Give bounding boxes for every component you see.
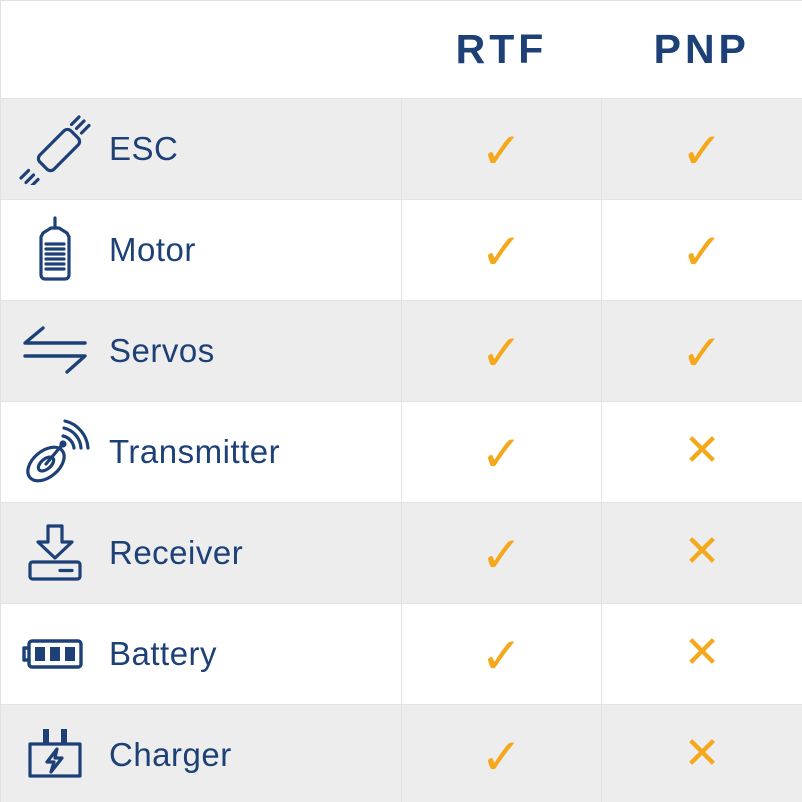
feature-label: Charger — [109, 736, 232, 773]
feature-cell-battery: Battery — [0, 603, 402, 705]
feature-cell-esc: ESC — [0, 98, 402, 200]
rtf-cell-servos: ✓ — [401, 300, 602, 402]
check-icon: ✓ — [480, 121, 523, 180]
feature-label: Transmitter — [109, 433, 281, 470]
esc-icon — [1, 99, 109, 199]
check-icon: ✓ — [681, 222, 723, 281]
rtf-cell-receiver: ✓ — [401, 502, 602, 604]
table-row: Motor ✓ ✓ — [0, 199, 802, 301]
rtf-cell-transmitter: ✓ — [401, 401, 602, 503]
table-row: Charger ✓ ✕ — [0, 704, 802, 802]
motor-icon — [1, 200, 109, 300]
feature-label: Receiver — [109, 534, 244, 571]
cross-icon: ✕ — [683, 727, 721, 779]
feature-cell-receiver: Receiver — [0, 502, 402, 604]
rtf-cell-battery: ✓ — [401, 603, 602, 705]
table-row: Servos ✓ ✓ — [0, 300, 802, 402]
rtf-cell-motor: ✓ — [401, 199, 602, 301]
feature-cell-servos: Servos — [0, 300, 402, 402]
charger-icon — [1, 705, 109, 802]
header-label-rtf: RTF — [455, 26, 548, 72]
pnp-cell-esc: ✓ — [601, 98, 802, 200]
feature-label: Motor — [109, 231, 196, 268]
feature-label: Servos — [109, 332, 215, 369]
rtf-cell-esc: ✓ — [401, 98, 602, 200]
cross-icon: ✕ — [683, 424, 721, 476]
battery-icon — [1, 604, 109, 704]
table-row: ESC ✓ ✓ — [0, 98, 802, 200]
feature-cell-transmitter: Transmitter — [0, 401, 402, 503]
table-row: Transmitter ✓ ✕ — [0, 401, 802, 503]
check-icon: ✓ — [480, 222, 523, 281]
table-body: ESC ✓ ✓ — [0, 98, 802, 802]
table-row: Receiver ✓ ✕ — [0, 502, 802, 604]
feature-label: ESC — [109, 130, 179, 167]
feature-label: Battery — [109, 635, 218, 672]
table-row: Battery ✓ ✕ — [0, 603, 802, 705]
pnp-cell-servos: ✓ — [601, 300, 802, 402]
header-row: RTF PNP — [0, 0, 802, 99]
pnp-cell-motor: ✓ — [601, 199, 802, 301]
cross-icon: ✕ — [683, 525, 721, 577]
check-icon: ✓ — [681, 323, 723, 382]
servos-icon — [1, 301, 109, 401]
table-header: RTF PNP — [0, 0, 802, 99]
check-icon: ✓ — [480, 424, 523, 483]
header-cell-rtf: RTF — [401, 0, 602, 99]
check-icon: ✓ — [480, 727, 523, 786]
pnp-cell-transmitter: ✕ — [601, 401, 802, 503]
check-icon: ✓ — [480, 525, 523, 584]
receiver-icon — [1, 503, 109, 603]
rtf-cell-charger: ✓ — [401, 704, 602, 802]
transmitter-icon — [1, 402, 109, 502]
pnp-cell-charger: ✕ — [601, 704, 802, 802]
feature-cell-charger: Charger — [0, 704, 402, 802]
check-icon: ✓ — [480, 626, 523, 685]
pnp-cell-battery: ✕ — [601, 603, 802, 705]
check-icon: ✓ — [480, 323, 523, 382]
feature-cell-motor: Motor — [0, 199, 402, 301]
pnp-cell-receiver: ✕ — [601, 502, 802, 604]
header-label-pnp: PNP — [653, 26, 750, 72]
header-cell-pnp: PNP — [601, 0, 802, 99]
cross-icon: ✕ — [683, 626, 721, 678]
header-cell-feature — [0, 0, 402, 99]
check-icon: ✓ — [681, 121, 723, 180]
